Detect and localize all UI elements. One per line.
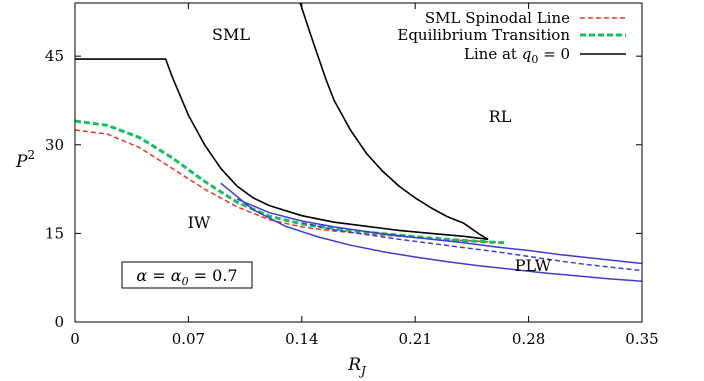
parameter-text-main: α = α bbox=[136, 266, 181, 285]
legend-label-0: SML Spinodal Line bbox=[425, 9, 570, 27]
series-line-2 bbox=[75, 58, 489, 241]
x-tick-label: 0.21 bbox=[398, 330, 431, 348]
x-axis-title: RJ bbox=[347, 355, 367, 378]
x-tick-label: 0.35 bbox=[625, 330, 658, 348]
legend-label-main: Line at bbox=[464, 45, 522, 63]
y-axis-title-main: P bbox=[15, 152, 28, 172]
plot-frame bbox=[74, 2, 643, 323]
y-tick-label: 30 bbox=[45, 136, 64, 154]
legend-label-sub: 0 bbox=[531, 53, 538, 66]
parameter-box bbox=[121, 261, 253, 289]
chart-axes bbox=[74, 2, 643, 323]
x-tick-label: 0.14 bbox=[285, 330, 318, 348]
x-axis-title-sub: J bbox=[358, 364, 367, 378]
x-tick-label: 0.07 bbox=[172, 330, 205, 348]
x-tick-label: 0.28 bbox=[512, 330, 545, 348]
region-label-sml: SML bbox=[212, 25, 250, 44]
y-axis-title-sup: 2 bbox=[27, 148, 35, 162]
y-axis-title: P2 bbox=[15, 148, 35, 172]
series-line-5 bbox=[220, 182, 642, 282]
region-label-rl: RL bbox=[489, 107, 512, 126]
series-line-4 bbox=[236, 198, 642, 265]
region-label-plw: PLW bbox=[515, 256, 552, 275]
series-line-3 bbox=[299, 3, 489, 240]
y-tick-label: 45 bbox=[45, 47, 64, 65]
parameter-text: α = α0 = 0.7 bbox=[136, 266, 237, 288]
legend-label-1: Equilibrium Transition bbox=[397, 26, 570, 44]
parameter-text-tail: = 0.7 bbox=[189, 266, 238, 285]
series-line-0 bbox=[75, 129, 497, 244]
legend-label-tail: = 0 bbox=[538, 45, 570, 63]
y-tick-label: 15 bbox=[45, 224, 64, 242]
x-tick-label: 0 bbox=[70, 330, 80, 348]
legend-label-math: q bbox=[522, 45, 532, 63]
legend-label-main: SML Spinodal Line bbox=[425, 9, 570, 27]
y-tick-label: 0 bbox=[54, 313, 64, 331]
legend-label-main: Equilibrium Transition bbox=[397, 26, 570, 44]
series-line-6 bbox=[301, 222, 642, 272]
series-line-1 bbox=[75, 119, 505, 245]
region-label-iw: IW bbox=[188, 213, 211, 232]
series-group bbox=[75, 3, 642, 282]
legend-label-2: Line at q0 = 0 bbox=[464, 45, 570, 66]
chart-texts: 0 0.07 0.14 0.21 0.28 0.35 0 15 30 45 RJ P2 SML RL IW P… bbox=[15, 9, 659, 378]
x-axis-title-main: R bbox=[347, 355, 361, 375]
parameter-text-sub: 0 bbox=[182, 275, 189, 288]
chart-marks bbox=[75, 3, 642, 282]
